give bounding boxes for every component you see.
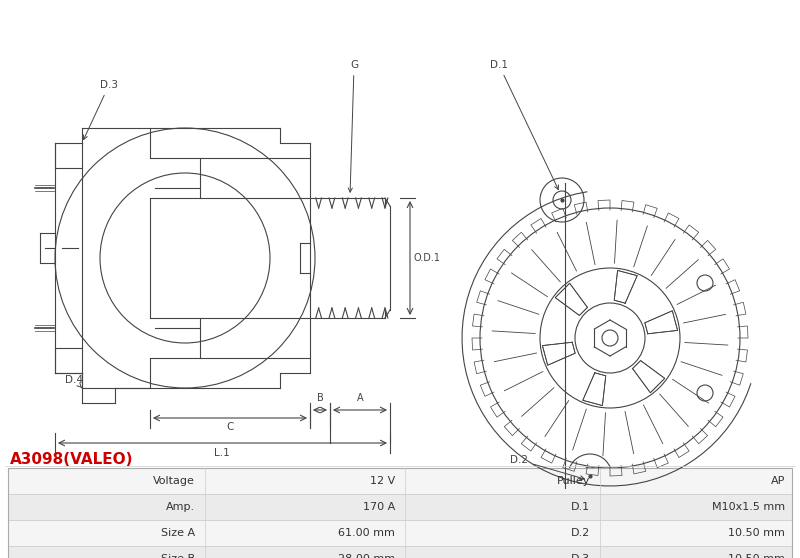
Text: 10.50 mm: 10.50 mm xyxy=(728,528,786,538)
Bar xyxy=(8,468,792,494)
Text: 10.50 mm: 10.50 mm xyxy=(728,554,786,558)
Text: O.D.1: O.D.1 xyxy=(413,253,440,263)
Text: C: C xyxy=(226,422,234,432)
Text: 61.00 mm: 61.00 mm xyxy=(338,528,395,538)
Text: B: B xyxy=(317,393,323,403)
Text: Pulley: Pulley xyxy=(557,476,590,486)
Text: A: A xyxy=(357,393,363,403)
Text: Voltage: Voltage xyxy=(154,476,195,486)
Text: 170 A: 170 A xyxy=(362,502,395,512)
Text: 12 V: 12 V xyxy=(370,476,395,486)
Text: D.2: D.2 xyxy=(510,455,584,480)
Text: D.1: D.1 xyxy=(490,60,558,190)
Text: A3098(VALEO): A3098(VALEO) xyxy=(10,453,134,468)
Text: D.2: D.2 xyxy=(571,528,590,538)
Text: M10x1.5 mm: M10x1.5 mm xyxy=(712,502,786,512)
Text: G: G xyxy=(348,60,358,192)
Text: Size A: Size A xyxy=(161,528,195,538)
Bar xyxy=(8,520,792,546)
Text: D.3: D.3 xyxy=(83,80,118,140)
Text: Amp.: Amp. xyxy=(166,502,195,512)
Text: L.1: L.1 xyxy=(214,448,230,458)
Text: D.4: D.4 xyxy=(65,375,83,388)
Bar xyxy=(8,494,792,520)
Text: Size B: Size B xyxy=(161,554,195,558)
Text: AP: AP xyxy=(771,476,786,486)
Text: 28.00 mm: 28.00 mm xyxy=(338,554,395,558)
Text: D.3: D.3 xyxy=(571,554,590,558)
Bar xyxy=(8,468,792,558)
Text: D.1: D.1 xyxy=(571,502,590,512)
Bar xyxy=(8,546,792,558)
